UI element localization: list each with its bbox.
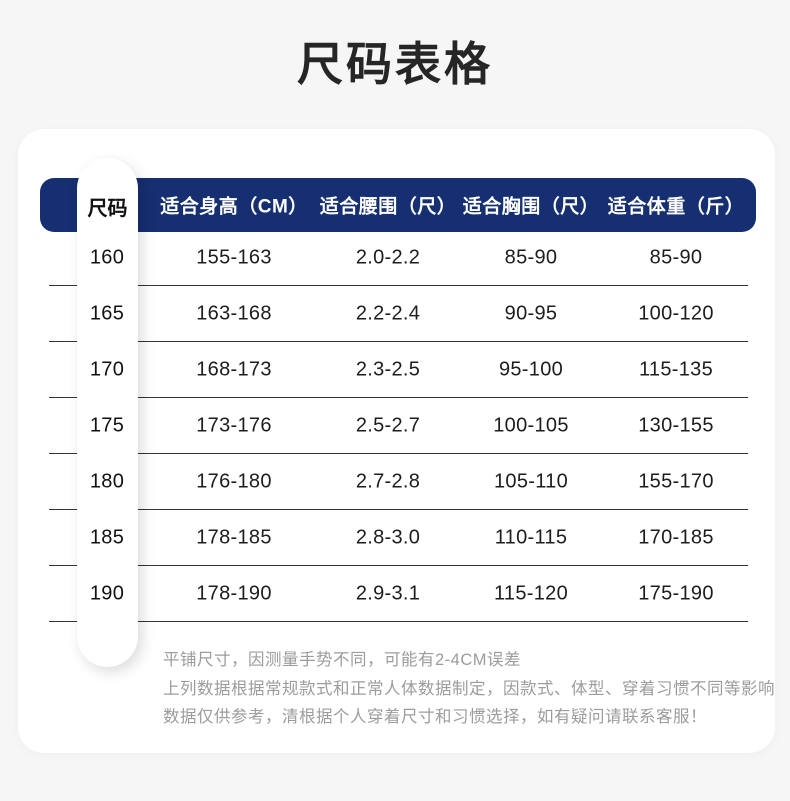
- size-chart-card: 适合身高（CM） 适合腰围（尺） 适合胸围（尺） 适合体重（斤） 160 155…: [18, 129, 775, 753]
- table-row-190: 190 178-190 2.9-3.1 115-120 175-190: [49, 566, 748, 622]
- page-title: 尺码表格: [297, 38, 493, 90]
- cell-waist: 2.9-3.1: [355, 582, 421, 604]
- cell-height: 155-163: [196, 246, 272, 268]
- cell-size: 185: [89, 526, 125, 548]
- note-line: 数据仅供参考，清根据个人穿着尺寸和习惯选择，如有疑问请联系客服！: [163, 708, 707, 726]
- disclaimer-notes: 平铺尺寸，因测量手势不同，可能有2-4CM误差 上列数据根据常规款式和正常人体数…: [163, 646, 775, 732]
- cell-size: 165: [89, 302, 125, 324]
- note-line: 平铺尺寸，因测量手势不同，可能有2-4CM误差: [163, 651, 522, 669]
- cell-weight: 115-135: [638, 358, 714, 380]
- column-header-weight: 适合体重（斤）: [607, 196, 745, 218]
- cell-weight: 170-185: [638, 526, 714, 548]
- table-row-165: 165 163-168 2.2-2.4 90-95 100-120: [49, 286, 748, 342]
- cell-height: 178-185: [196, 526, 272, 548]
- table-body: 160 155-163 2.0-2.2 85-90 85-90 165 163-…: [49, 230, 748, 622]
- cell-size: 170: [89, 358, 125, 380]
- column-header-height: 适合身高（CM）: [160, 196, 308, 218]
- cell-weight: 155-170: [638, 470, 714, 492]
- cell-weight: 175-190: [638, 582, 714, 604]
- cell-height: 173-176: [196, 414, 272, 436]
- note-line: 上列数据根据常规款式和正常人体数据制定，因款式、体型、穿着习惯不同等影响: [163, 679, 775, 698]
- cell-chest: 100-105: [493, 414, 569, 436]
- cell-waist: 2.2-2.4: [355, 302, 421, 324]
- table-header-bar: 适合身高（CM） 适合腰围（尺） 适合胸围（尺） 适合体重（斤）: [40, 178, 756, 232]
- cell-waist: 2.8-3.0: [355, 526, 421, 548]
- cell-chest: 85-90: [504, 246, 558, 268]
- column-header-waist: 适合腰围（尺）: [319, 196, 457, 218]
- cell-waist: 2.7-2.8: [355, 470, 421, 492]
- cell-weight: 130-155: [638, 414, 714, 436]
- table-row-170: 170 168-173 2.3-2.5 95-100 115-135: [49, 342, 748, 398]
- size-column-pill: 尺码: [77, 158, 138, 667]
- cell-chest: 105-110: [493, 470, 569, 492]
- cell-height: 176-180: [196, 470, 272, 492]
- table-row-160: 160 155-163 2.0-2.2 85-90 85-90: [49, 230, 748, 286]
- cell-weight: 100-120: [638, 302, 714, 324]
- cell-waist: 2.5-2.7: [355, 414, 421, 436]
- cell-chest: 90-95: [504, 302, 558, 324]
- cell-chest: 95-100: [498, 358, 564, 380]
- cell-waist: 2.0-2.2: [355, 246, 421, 268]
- cell-size: 160: [89, 246, 125, 268]
- cell-size: 175: [89, 414, 125, 436]
- cell-height: 168-173: [196, 358, 272, 380]
- cell-height: 178-190: [196, 582, 272, 604]
- cell-size: 180: [89, 470, 125, 492]
- column-header-size: 尺码: [87, 198, 128, 220]
- cell-chest: 110-115: [494, 526, 568, 548]
- table-row-175: 175 173-176 2.5-2.7 100-105 130-155: [49, 398, 748, 454]
- column-header-chest: 适合胸围（尺）: [462, 196, 600, 218]
- table-row-180: 180 176-180 2.7-2.8 105-110 155-170: [49, 454, 748, 510]
- cell-waist: 2.3-2.5: [355, 358, 421, 380]
- cell-size: 190: [89, 582, 125, 604]
- cell-weight: 85-90: [649, 246, 703, 268]
- cell-height: 163-168: [196, 302, 272, 324]
- table-row-185: 185 178-185 2.8-3.0 110-115 170-185: [49, 510, 748, 566]
- cell-chest: 115-120: [493, 582, 569, 604]
